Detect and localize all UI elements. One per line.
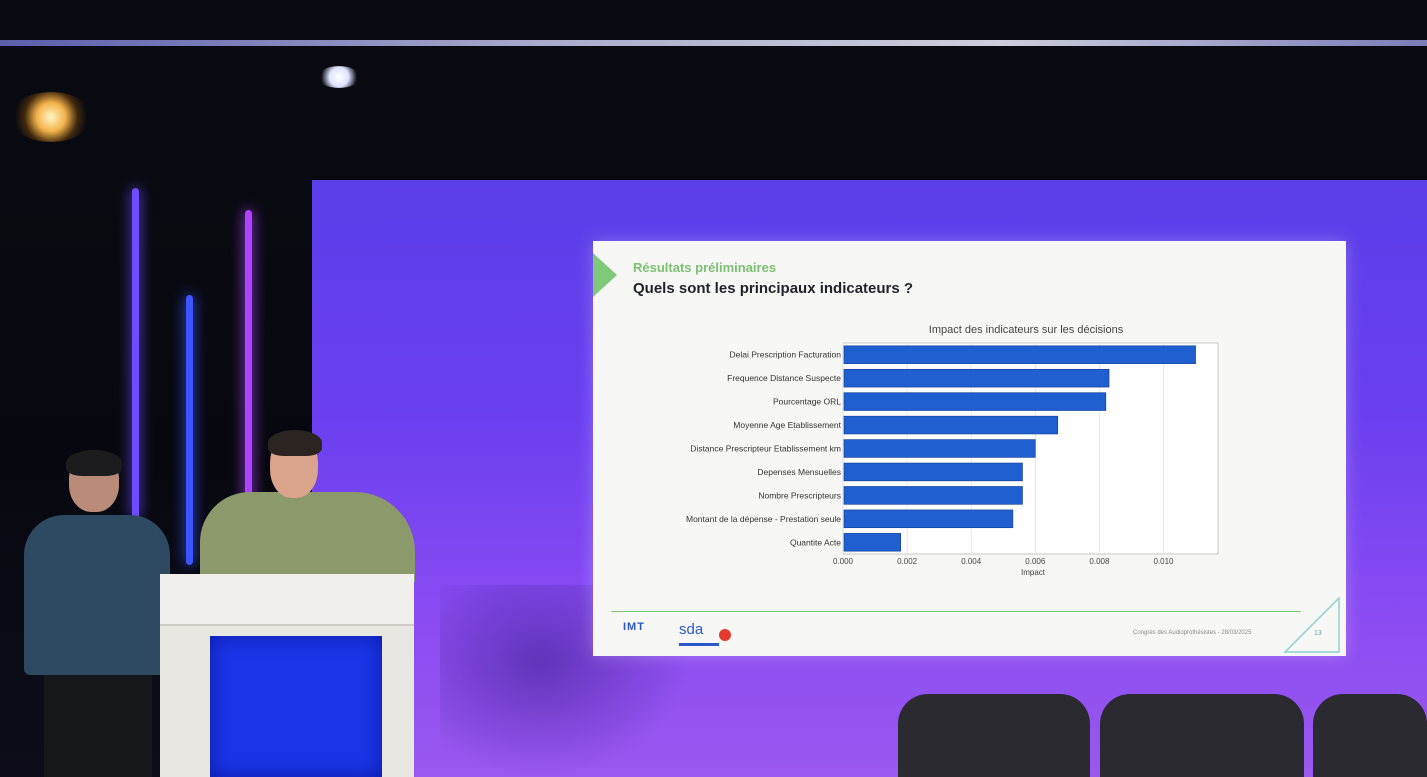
chart-x-tick-label: 0.010 — [1153, 557, 1174, 566]
chart-x-tick-label: 0.000 — [833, 557, 854, 566]
attendee-standing — [24, 450, 174, 777]
stage-spotlight-white — [318, 66, 360, 88]
impact-bar-chart: 0.000 0.002 0.004 0.006 0.008 0.010 Delai Pres… — [686, 324, 1219, 577]
chart-x-tick-label: 0.002 — [897, 557, 918, 566]
armchair — [898, 694, 1090, 777]
chart-bar — [843, 345, 1196, 364]
imt-logo: IMT — [623, 621, 645, 633]
neon-light-bar — [186, 295, 193, 565]
slide-arrow-icon — [593, 253, 617, 297]
projected-slide: Résultats préliminaires Quels sont les p… — [593, 241, 1346, 656]
slide-footer-text: Congrès des Audioprothésistes - 28/03/20… — [1133, 630, 1252, 636]
chart-title: Impact des indicateurs sur les décisions — [929, 324, 1124, 336]
chart-category-label: Nombre Prescripteurs — [758, 490, 841, 500]
chart-x-tick-label: 0.004 — [961, 557, 982, 566]
chart-category-label: Pourcentage ORL — [773, 397, 841, 407]
chart-bar — [843, 415, 1059, 435]
chart-bar — [843, 533, 901, 552]
chart-bar — [843, 462, 1023, 482]
chart-category-label: Montant de la dépense - Prestation seule — [686, 514, 841, 524]
chart-bar — [843, 439, 1036, 458]
chart-bar — [843, 509, 1014, 529]
slide-page-number: 13 — [1314, 630, 1322, 637]
chart-x-tick-label: 0.006 — [1025, 557, 1046, 566]
speaker — [190, 430, 420, 582]
chart-bar — [843, 486, 1023, 505]
lighting-truss — [0, 40, 1427, 46]
slide-footer-divider — [611, 611, 1301, 612]
corner-triangle-decoration — [1283, 596, 1340, 653]
neon-light-bar — [132, 188, 139, 518]
chart-bar — [843, 368, 1110, 388]
chart-category-label: Quantite Acte — [790, 537, 841, 547]
neon-light-bar — [245, 210, 252, 510]
armchair — [1100, 694, 1304, 777]
sda-logo-dot — [719, 629, 731, 641]
chart-x-tick-label: 0.008 — [1089, 557, 1110, 566]
chart-category-label: Depenses Mensuelles — [757, 467, 841, 477]
stage-spotlight-warm — [10, 92, 92, 142]
slide-heading: Quels sont les principaux indicateurs ? — [633, 280, 914, 297]
chart-category-label: Distance Prescripteur Etablissement km — [690, 444, 841, 454]
chart-category-label: Delai Prescription Facturation — [730, 350, 842, 360]
chart-category-label: Frequence Distance Suspecte — [727, 373, 841, 383]
sda-logo: sda — [679, 621, 739, 649]
podium-screen — [210, 636, 382, 777]
chart-category-label: Moyenne Age Etablissement — [733, 420, 841, 430]
podium-top — [160, 574, 414, 626]
slide-section-title: Résultats préliminaires — [633, 260, 777, 275]
chart-x-axis-label: Impact — [1021, 568, 1046, 577]
armchair — [1313, 694, 1427, 777]
chart-bar — [843, 392, 1107, 411]
